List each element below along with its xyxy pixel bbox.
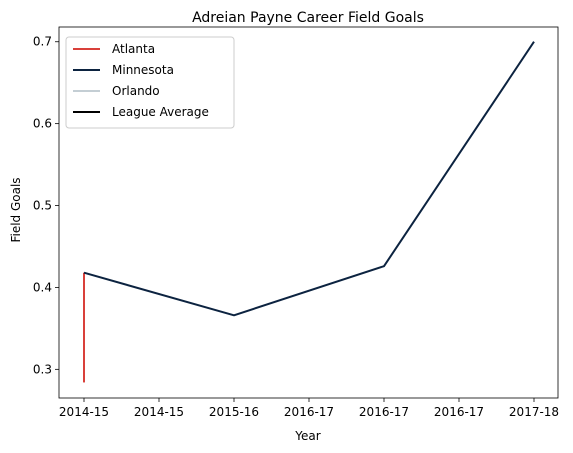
y-tick-label-2: 0.5: [33, 199, 52, 213]
y-tick-label-3: 0.6: [33, 117, 52, 131]
y-axis-label: Field Goals: [9, 177, 23, 242]
x-tick-label-2: 2015-16: [209, 405, 259, 419]
y-tick-label-1: 0.4: [33, 280, 52, 294]
y-tick-label-0: 0.3: [33, 362, 52, 376]
x-axis-label: Year: [294, 429, 320, 443]
x-tick-label-1: 2014-15: [134, 405, 184, 419]
legend-label-2: Orlando: [112, 84, 160, 98]
x-tick-label-5: 2016-17: [434, 405, 484, 419]
chart-title: Adreian Payne Career Field Goals: [192, 10, 424, 26]
x-tick-label-6: 2017-18: [509, 405, 559, 419]
legend: Atlanta Minnesota Orlando League Average: [66, 37, 234, 128]
legend-label-1: Minnesota: [112, 63, 174, 77]
x-tick-label-4: 2016-17: [359, 405, 409, 419]
legend-label-3: League Average: [112, 105, 209, 119]
x-tick-label-3: 2016-17: [284, 405, 334, 419]
y-tick-label-4: 0.7: [33, 35, 52, 49]
x-tick-label-0: 2014-15: [59, 405, 109, 419]
legend-label-0: Atlanta: [112, 42, 155, 56]
